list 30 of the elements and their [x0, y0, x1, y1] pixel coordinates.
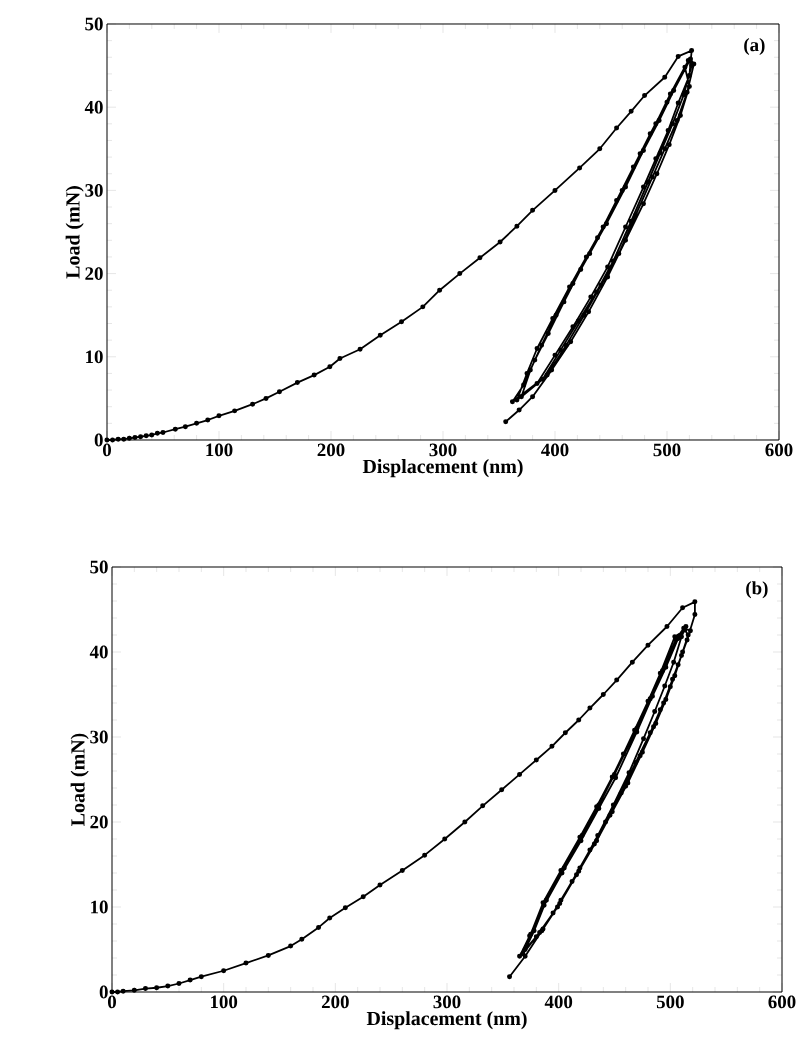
y-tick-label: 20 — [90, 815, 108, 829]
x-tick-label: 500 — [656, 995, 684, 1009]
x-tick-label: 400 — [544, 995, 573, 1009]
y-tick-label: 30 — [90, 730, 108, 744]
y-tick-label: 10 — [91, 900, 108, 914]
x-tick-label: 600 — [768, 995, 796, 1009]
y-tick-label: 30 — [85, 184, 103, 197]
y-tick-label: 0 — [94, 433, 103, 447]
annotation: (b) — [746, 581, 768, 599]
y-axis-title: Load (mN) — [65, 186, 84, 279]
y-axis-title: Load (mN) — [70, 733, 89, 826]
y-tick-label: 40 — [89, 645, 108, 659]
y-tick-label: 50 — [85, 17, 103, 31]
x-tick-label: 100 — [210, 995, 238, 1009]
x-tick-label: 200 — [321, 995, 349, 1009]
x-tick-label: 500 — [653, 443, 681, 457]
x-tick-label: 600 — [765, 443, 793, 457]
x-tick-label: 100 — [206, 443, 233, 457]
x-tick-label: 300 — [433, 995, 461, 1009]
x-axis-title: Displacement (nm) — [362, 459, 523, 478]
annotation: (a) — [744, 37, 765, 56]
y-tick-label: 40 — [84, 100, 103, 114]
y-tick-label: 0 — [99, 985, 108, 999]
y-tick-label: 10 — [86, 350, 103, 364]
y-tick-label: 20 — [85, 267, 103, 280]
x-tick-label: 300 — [429, 443, 457, 457]
x-axis-title: Displacement (nm) — [366, 1011, 527, 1030]
y-tick-label: 50 — [90, 560, 108, 574]
x-tick-label: 400 — [541, 443, 569, 457]
x-tick-label: 200 — [317, 443, 345, 457]
